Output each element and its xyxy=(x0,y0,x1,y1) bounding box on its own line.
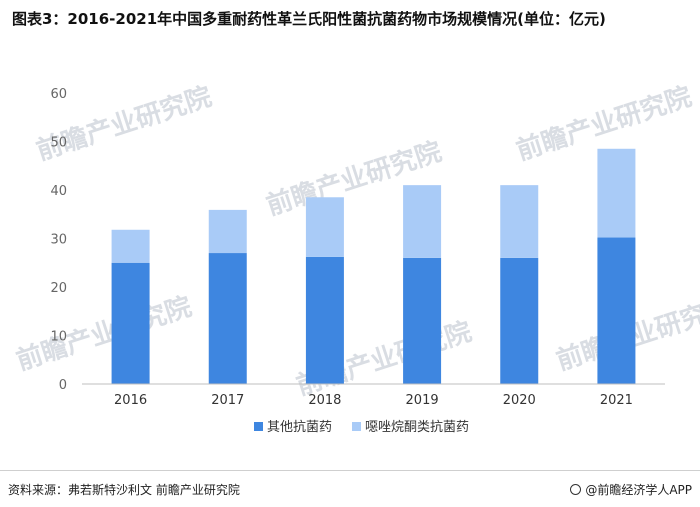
legend-label: 噁唑烷酮类抗菌药 xyxy=(365,419,469,435)
y-tick-label: 0 xyxy=(59,378,67,393)
bar-other-2021 xyxy=(597,237,636,384)
y-tick-label: 40 xyxy=(50,184,67,199)
legend-label: 其他抗菌药 xyxy=(267,420,332,435)
bar-other-2016 xyxy=(111,262,150,384)
bar-oxazolidinone-2019 xyxy=(403,185,442,258)
y-tick-label: 10 xyxy=(50,330,67,345)
bar-oxazolidinone-2018 xyxy=(305,197,344,257)
y-axis-ticks: 0 10 20 30 40 50 60 xyxy=(50,87,67,393)
bar-other-2018 xyxy=(305,256,344,384)
bar-other-2020 xyxy=(500,257,539,384)
y-tick-label: 20 xyxy=(50,281,67,296)
x-tick-label: 2020 xyxy=(503,393,536,408)
bar-oxazolidinone-2021 xyxy=(597,148,636,238)
bar-oxazolidinone-2016 xyxy=(111,229,150,263)
x-axis-ticks: 2016 2017 2018 2019 2020 2021 xyxy=(114,393,633,408)
x-tick-label: 2018 xyxy=(308,393,341,408)
x-tick-label: 2021 xyxy=(600,393,633,408)
y-tick-label: 30 xyxy=(50,233,67,248)
y-tick-label: 50 xyxy=(50,136,67,151)
legend-swatch xyxy=(352,422,361,431)
brand: @前瞻经济学人APP xyxy=(570,481,692,498)
watermark: 前瞻产业研究院 xyxy=(13,291,196,377)
chart-title: 图表3：2016-2021年中国多重耐药性革兰氏阳性菌抗菌药物市场规模情况(单位… xyxy=(12,10,606,28)
y-tick-label: 60 xyxy=(50,87,67,102)
bar-oxazolidinone-2017 xyxy=(208,209,247,254)
footer-divider xyxy=(0,470,700,471)
source-note: 资料来源：弗若斯特沙利文 前瞻产业研究院 xyxy=(8,483,240,497)
x-tick-label: 2017 xyxy=(211,393,244,408)
bar-chart: 前瞻产业研究院 前瞻产业研究院 前瞻产业研究院 前瞻产业研究院 前瞻产业研究院 … xyxy=(13,81,700,435)
legend-swatch xyxy=(254,422,263,431)
brand-logo-icon xyxy=(570,484,582,495)
bar-oxazolidinone-2020 xyxy=(500,185,539,258)
x-tick-label: 2019 xyxy=(406,393,439,408)
bar-other-2019 xyxy=(403,257,442,384)
bar-other-2017 xyxy=(208,253,247,384)
brand-label: @前瞻经济学人APP xyxy=(585,483,692,497)
legend: 其他抗菌药 噁唑烷酮类抗菌药 xyxy=(254,419,469,435)
bars xyxy=(111,148,636,384)
x-tick-label: 2016 xyxy=(114,393,147,408)
